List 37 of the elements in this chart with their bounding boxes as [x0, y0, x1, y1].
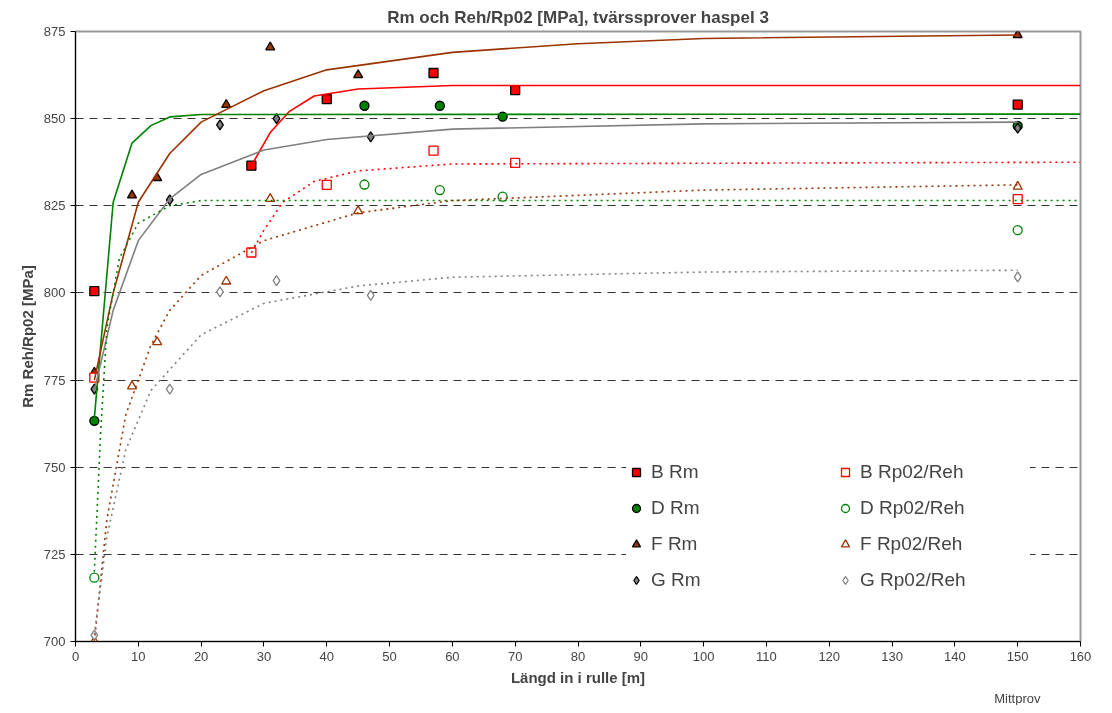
x-tick-label: 160 [1069, 648, 1092, 664]
x-tick-label: 80 [570, 648, 586, 664]
legend-label: B Rp02/Reh [860, 461, 965, 483]
legend-label: D Rm [651, 497, 701, 519]
legend-label: F Rm [651, 533, 699, 555]
y-tick-label: 850 [43, 111, 66, 127]
x-tick-label: 70 [507, 648, 523, 664]
text: Mittprov [994, 690, 1041, 706]
y-tick-label: 775 [43, 372, 66, 388]
legend-label: F Rp02/Reh [860, 533, 964, 555]
x-tick-label: 60 [445, 648, 460, 664]
x-tick-label: 90 [633, 648, 649, 664]
x-tick-label: 50 [382, 648, 397, 664]
y-tick-label: 700 [43, 634, 66, 649]
y-tick-label: 725 [43, 546, 66, 562]
legend-label: D Rp02/Reh [860, 497, 966, 519]
legend-label: B Rm [651, 461, 700, 483]
x-axis-title: Längd in i rulle [m] [510, 668, 646, 686]
y-tick-label: 800 [43, 285, 66, 301]
x-tick-label: 120 [818, 648, 841, 664]
x-tick-label: 10 [131, 648, 146, 664]
legend-label: G Rp02/Reh [860, 569, 967, 591]
chart-title: Rm och Reh/Rp02 [MPa], tvärssprover haspel 3 [387, 7, 769, 27]
y-tick-label: 825 [43, 198, 66, 214]
y-tick-label: 875 [43, 24, 66, 39]
x-tick-label: 30 [256, 648, 272, 664]
legend-label: G Rm [651, 569, 702, 591]
x-tick-label: 130 [881, 648, 903, 664]
x-tick-label: 140 [944, 648, 966, 664]
x-tick-label: 150 [1006, 648, 1029, 664]
x-tick-label: 20 [193, 648, 209, 664]
x-tick-label: 40 [319, 648, 334, 664]
y-axis-title: Rm Reh/Rp02 [MPa] [18, 265, 36, 408]
y-tick-label: 750 [43, 459, 66, 475]
x-tick-label: 0 [71, 648, 80, 664]
x-tick-label: 100 [692, 648, 715, 664]
x-tick-label: 110 [756, 648, 777, 664]
